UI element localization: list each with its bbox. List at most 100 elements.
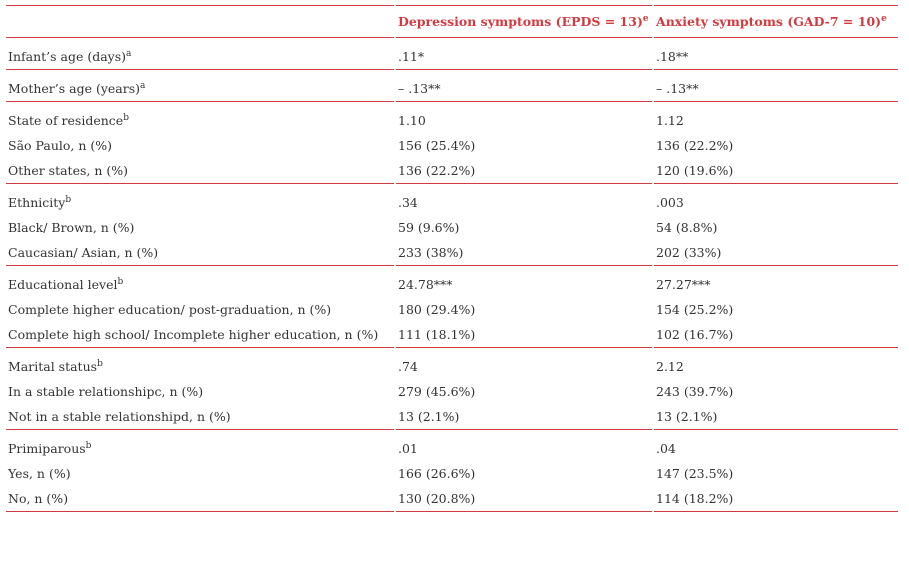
value-cell: 24.78*** xyxy=(396,266,652,297)
cell-text: Yes, n (%) xyxy=(8,466,71,481)
cell-text: 13 (2.1%) xyxy=(656,409,718,424)
value-cell: 130 (20.8%) xyxy=(396,486,652,512)
row-label: Educational levelb xyxy=(6,266,394,297)
value-cell: – .13** xyxy=(396,70,652,102)
superscript: e xyxy=(881,13,887,24)
header-row: Depression symptoms (EPDS = 13)e Anxiety … xyxy=(6,5,898,38)
table-row: Caucasian/ Asian, n (%) 233 (38%) 202 (33%… xyxy=(6,240,898,266)
value-cell: .18** xyxy=(654,38,898,70)
value-cell: 27.27*** xyxy=(654,266,898,297)
value-cell: .11* xyxy=(396,38,652,70)
superscript: b xyxy=(65,194,72,205)
cell-text: Primiparous xyxy=(8,441,86,457)
value-cell: 202 (33%) xyxy=(654,240,898,266)
cell-text: 156 (25.4%) xyxy=(398,138,476,153)
value-cell: 136 (22.2%) xyxy=(654,133,898,158)
cell-text: São Paulo, n (%) xyxy=(8,138,112,153)
row-label: State of residenceb xyxy=(6,102,394,133)
value-cell: 180 (29.4%) xyxy=(396,297,652,322)
row-label: Complete high school/ Incomplete higher … xyxy=(6,322,394,348)
header-cell: Depression symptoms (EPDS = 13)e xyxy=(396,5,652,38)
cell-text: Marital status xyxy=(8,359,98,375)
value-cell: 1.12 xyxy=(654,102,898,133)
value-cell: .34 xyxy=(396,184,652,215)
value-cell: 59 (9.6%) xyxy=(396,215,652,240)
row-label: Marital statusb xyxy=(6,348,394,379)
superscript: a xyxy=(126,48,132,59)
cell-text: .01 xyxy=(398,441,418,456)
cell-text: .18** xyxy=(656,49,689,64)
cell-text: .04 xyxy=(656,441,676,456)
cell-text: 2.12 xyxy=(656,359,684,374)
cell-text: 24.78*** xyxy=(398,277,453,292)
table-row: Yes, n (%) 166 (26.6%) 147 (23.5%) xyxy=(6,461,898,486)
value-cell: 102 (16.7%) xyxy=(654,322,898,348)
cell-text: 130 (20.8%) xyxy=(398,491,476,506)
value-cell: 279 (45.6%) xyxy=(396,379,652,404)
cell-text: In a stable relationshipc, n (%) xyxy=(8,384,204,399)
table-row: Complete higher education/ post-graduati… xyxy=(6,297,898,322)
value-cell: 120 (19.6%) xyxy=(654,158,898,184)
superscript: b xyxy=(123,112,129,123)
value-cell: 13 (2.1%) xyxy=(654,404,898,430)
cell-text: 279 (45.6%) xyxy=(398,384,476,399)
cell-text: – .13** xyxy=(398,81,441,96)
value-cell: 156 (25.4%) xyxy=(396,133,652,158)
table-row: Not in a stable relationshipd, n (%) 13 (… xyxy=(6,404,898,430)
row-label: No, n (%) xyxy=(6,486,394,512)
table-row: Educational levelb 24.78*** 27.27*** xyxy=(6,266,898,297)
superscript: a xyxy=(140,80,146,91)
cell-text: Caucasian/ Asian, n (%) xyxy=(8,245,159,260)
cell-text: Other states, n (%) xyxy=(8,163,128,178)
cell-text: 120 (19.6%) xyxy=(656,163,734,178)
row-label: Not in a stable relationshipd, n (%) xyxy=(6,404,394,430)
cell-text: 166 (26.6%) xyxy=(398,466,476,481)
value-cell: .003 xyxy=(654,184,898,215)
cell-text: Depression symptoms (EPDS = 13) xyxy=(398,14,643,30)
row-label: Black/ Brown, n (%) xyxy=(6,215,394,240)
row-label: Mother’s age (years)a xyxy=(6,70,394,102)
cell-text: State of residence xyxy=(8,113,124,129)
table-row: State of residenceb 1.10 1.12 xyxy=(6,102,898,133)
cell-text: 1.12 xyxy=(656,113,684,128)
value-cell: 114 (18.2%) xyxy=(654,486,898,512)
table-row: Black/ Brown, n (%) 59 (9.6%) 54 (8.8%) xyxy=(6,215,898,240)
cell-text: 202 (33%) xyxy=(656,245,722,260)
header-cell xyxy=(6,5,394,38)
header-cell: Anxiety symptoms (GAD-7 = 10)e xyxy=(654,5,898,38)
cell-text: .34 xyxy=(398,195,418,210)
value-cell: .74 xyxy=(396,348,652,379)
value-cell: 166 (26.6%) xyxy=(396,461,652,486)
table-row: Mother’s age (years)a – .13** – .13** xyxy=(6,70,898,102)
cell-text: 154 (25.2%) xyxy=(656,302,734,317)
cell-text: 136 (22.2%) xyxy=(656,138,734,153)
cell-text: 54 (8.8%) xyxy=(656,220,718,235)
row-label: Other states, n (%) xyxy=(6,158,394,184)
cell-text: 102 (16.7%) xyxy=(656,327,734,342)
value-cell: 136 (22.2%) xyxy=(396,158,652,184)
cell-text: .74 xyxy=(398,359,418,374)
row-label: Infant’s age (days)a xyxy=(6,38,394,70)
row-label: Caucasian/ Asian, n (%) xyxy=(6,240,394,266)
value-cell: 233 (38%) xyxy=(396,240,652,266)
table-row: São Paulo, n (%) 156 (25.4%) 136 (22.2%) xyxy=(6,133,898,158)
value-cell: .01 xyxy=(396,430,652,461)
cell-text: Ethnicity xyxy=(8,195,66,211)
cell-text: 136 (22.2%) xyxy=(398,163,476,178)
cell-text: Not in a stable relationshipd, n (%) xyxy=(8,409,231,424)
value-cell: 154 (25.2%) xyxy=(654,297,898,322)
value-cell: 1.10 xyxy=(396,102,652,133)
cell-text: No, n (%) xyxy=(8,491,69,506)
row-label: Yes, n (%) xyxy=(6,461,394,486)
cell-text: 111 (18.1%) xyxy=(398,327,476,342)
cell-text: Mother’s age (years) xyxy=(8,81,141,97)
table-row: Ethnicityb .34 .003 xyxy=(6,184,898,215)
row-label: Ethnicityb xyxy=(6,184,394,215)
cell-text: Black/ Brown, n (%) xyxy=(8,220,135,235)
cell-text: .003 xyxy=(656,195,684,210)
superscript: b xyxy=(97,358,103,369)
table-row: No, n (%) 130 (20.8%) 114 (18.2%) xyxy=(6,486,898,512)
superscript: b xyxy=(85,440,92,451)
cell-text: – .13** xyxy=(656,81,699,96)
